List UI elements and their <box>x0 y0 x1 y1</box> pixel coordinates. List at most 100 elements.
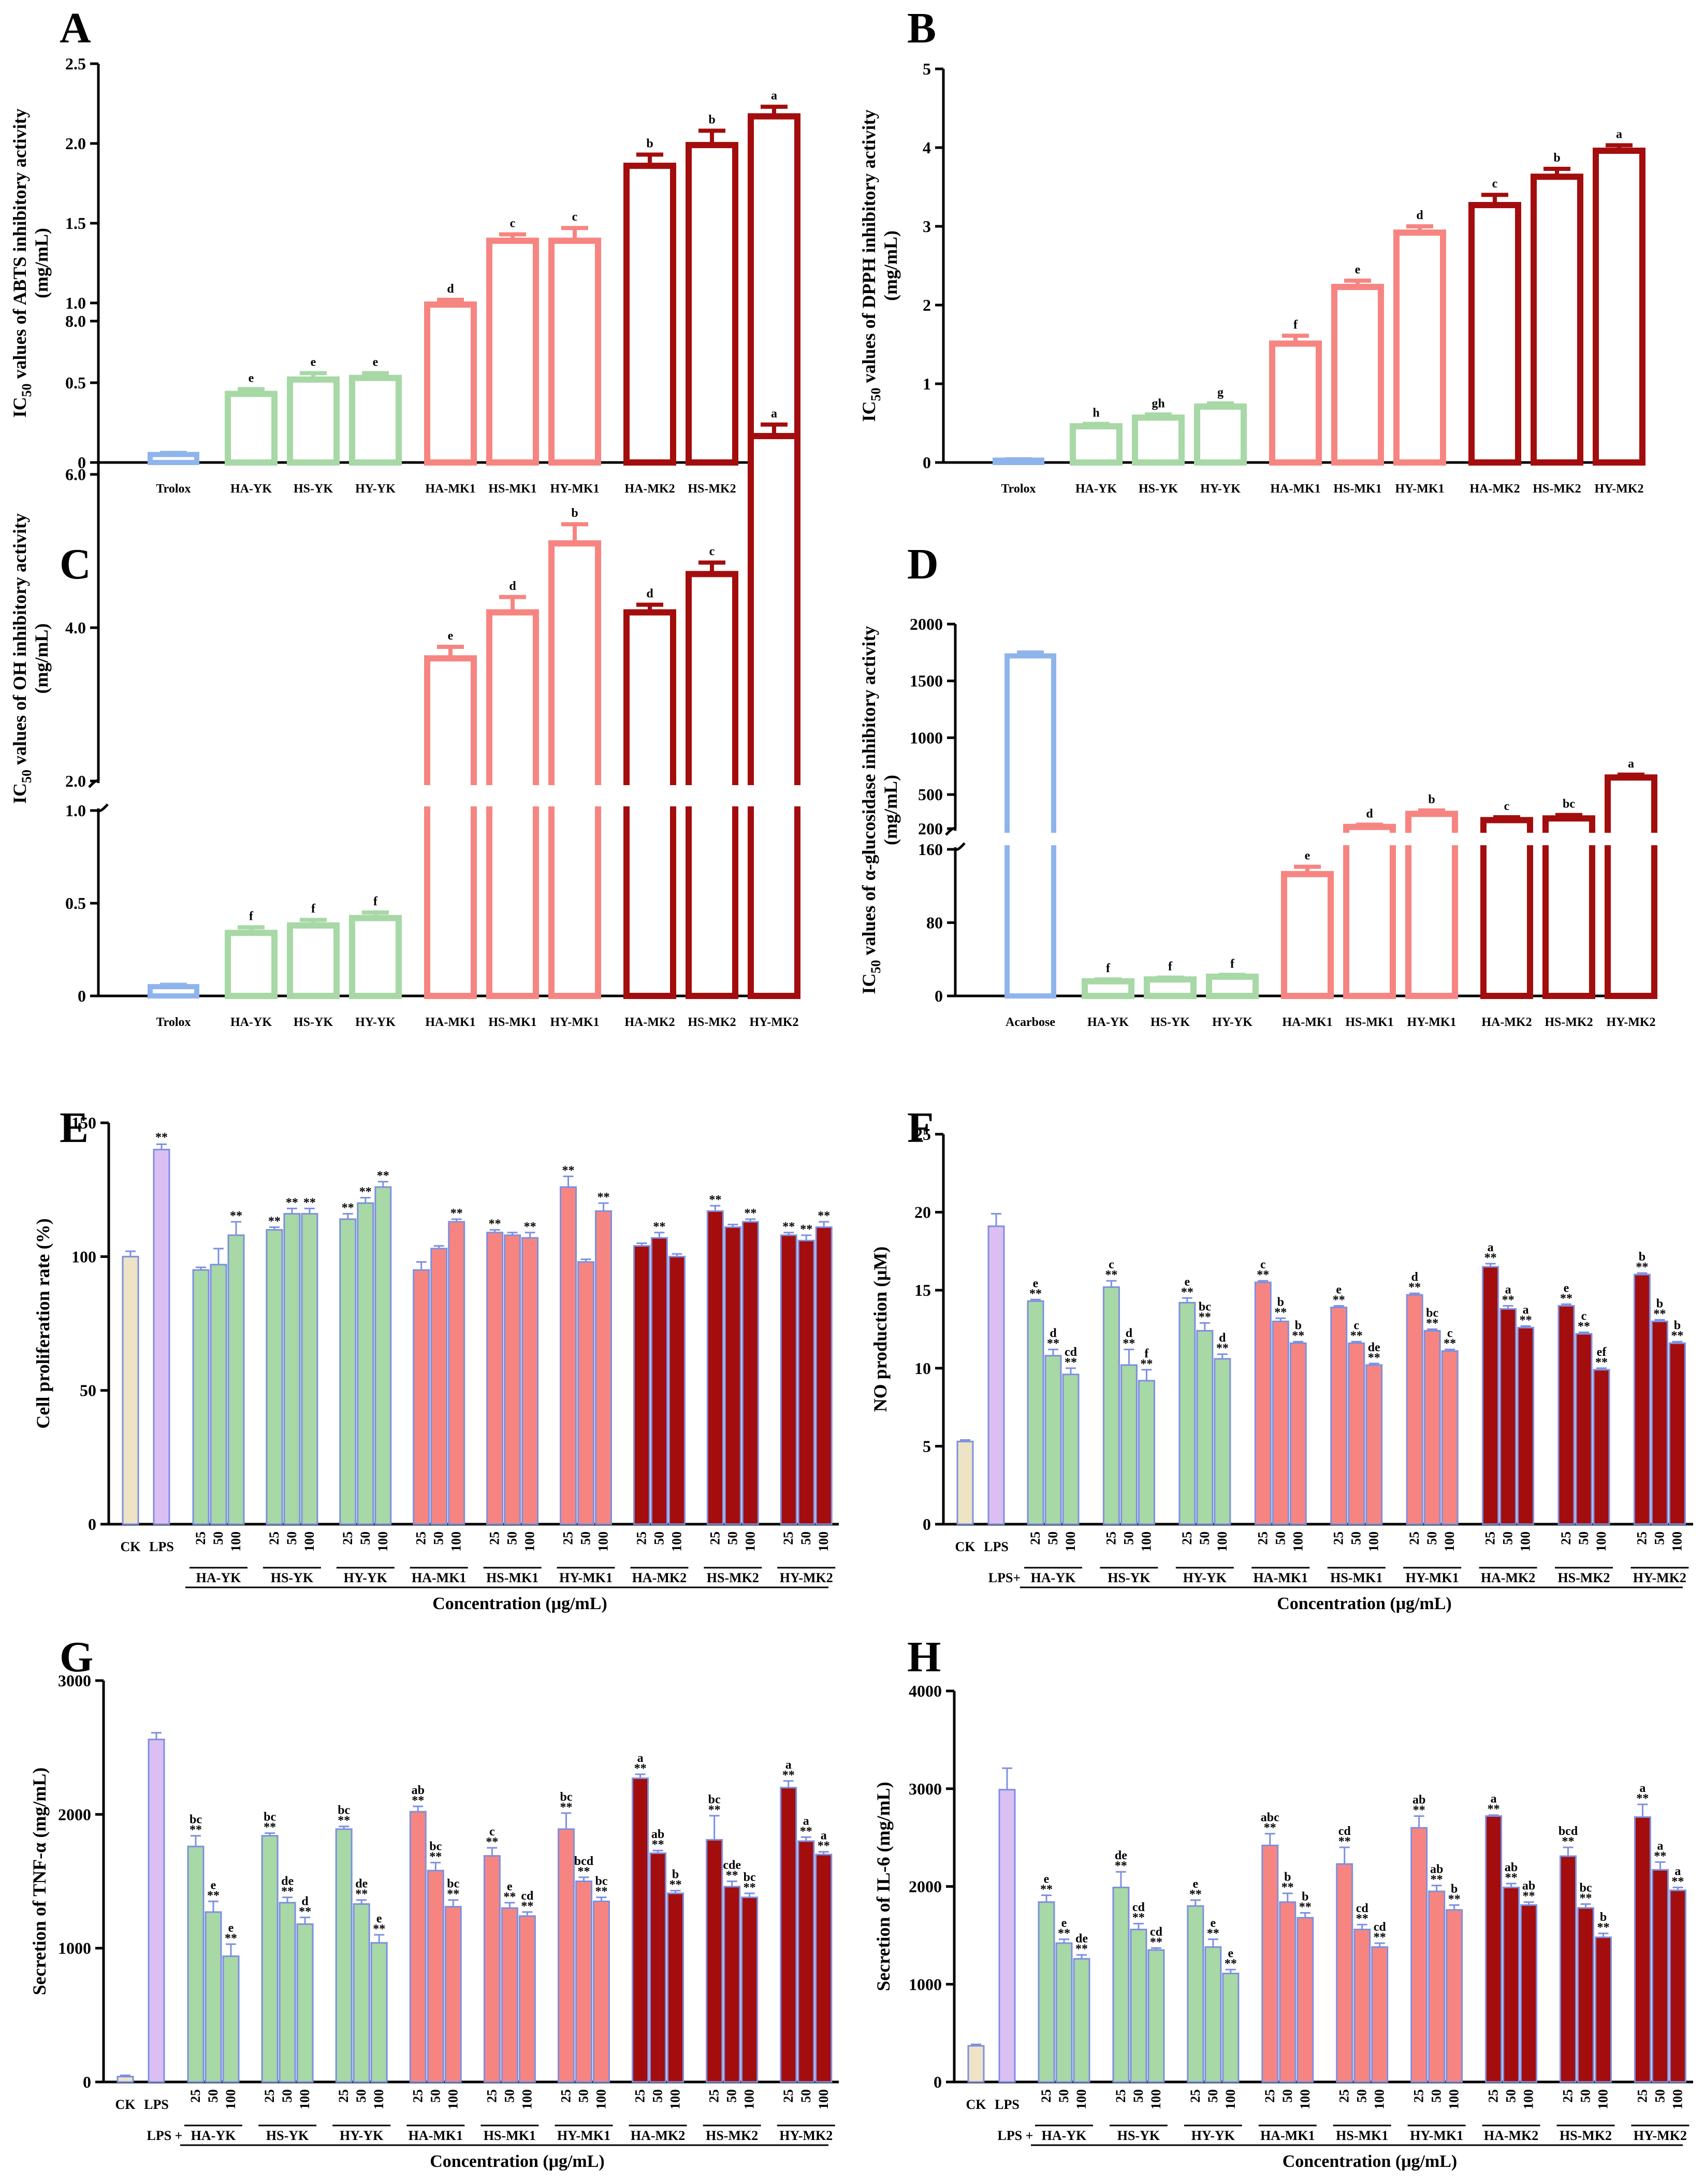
concentration-label: 50 <box>358 1531 373 1545</box>
significance-letter: bc <box>429 1840 442 1853</box>
group-label: HY-MK2 <box>1633 1570 1686 1585</box>
group-label: HS-MK2 <box>1557 1570 1610 1585</box>
bar <box>370 1942 388 2083</box>
y-axis-label: NO production (μM) <box>870 1247 891 1412</box>
concentration-label: 25 <box>707 1531 722 1545</box>
bar <box>349 374 402 466</box>
significance-letter: b <box>672 1868 679 1882</box>
significance-letter: a <box>1491 1792 1497 1806</box>
significance-letter: bc <box>190 1813 202 1827</box>
y-tick-label: 2.5 <box>65 54 86 73</box>
bar <box>353 1903 370 2083</box>
significance-letter: e <box>211 1878 216 1892</box>
significance-letter: de <box>355 1877 368 1891</box>
significance-letter: e <box>376 1912 382 1926</box>
y-tick-label: 0 <box>88 1515 96 1534</box>
significance-mark: ** <box>726 1869 738 1883</box>
control-label: CK <box>966 2097 987 2112</box>
bar <box>1330 1306 1348 1525</box>
bar-break-gap <box>683 785 740 806</box>
concentration-label: 25 <box>410 2089 425 2103</box>
significance-mark: ** <box>1075 1943 1088 1956</box>
x-category-label: HY-MK2 <box>749 1016 798 1029</box>
control-bar <box>153 1149 170 1525</box>
bar <box>1669 1889 1686 2083</box>
significance-letter: f <box>249 910 254 923</box>
bar <box>1371 1946 1389 2083</box>
significance-mark: ** <box>1413 1804 1425 1817</box>
significance-letter: a <box>1628 757 1634 771</box>
significance-letter: b <box>708 113 715 126</box>
bar <box>1668 1342 1686 1525</box>
bar <box>504 1234 521 1525</box>
significance-mark: ** <box>1654 1849 1666 1863</box>
y-tick-label: 2.0 <box>65 134 86 153</box>
significance-letter: e <box>311 356 316 369</box>
bar <box>548 237 601 466</box>
concentration-label: 50 <box>1205 2089 1220 2103</box>
concentration-label: 100 <box>669 1531 684 1552</box>
significance-letter: gh <box>1152 397 1164 410</box>
significance-letter: cd <box>521 1889 534 1903</box>
significance-letter: bc <box>264 1811 276 1824</box>
concentration-label: 25 <box>1559 1531 1574 1545</box>
significance-letter: f <box>1144 1347 1149 1361</box>
bar <box>448 1221 465 1525</box>
y-tick-label: 1000 <box>910 728 943 747</box>
bar <box>1406 1294 1423 1525</box>
significance-letter: b <box>1451 1882 1458 1896</box>
concentration-label: 50 <box>1504 2089 1519 2103</box>
bar <box>357 1202 374 1525</box>
panel-letter: E <box>60 1104 89 1152</box>
significance-mark: ** <box>489 1218 501 1231</box>
concentration-label: 25 <box>340 1531 355 1545</box>
bar-break-gap <box>1540 833 1597 845</box>
significance-mark: ** <box>1257 1268 1269 1282</box>
bar <box>1269 340 1322 466</box>
group-label: HS-MK1 <box>486 1570 538 1585</box>
x-category-label: HY-YK <box>1200 482 1241 496</box>
group-label: HS-MK1 <box>1336 2128 1388 2143</box>
y-tick-label: 1 <box>923 374 931 393</box>
concentration-label: 100 <box>1594 1531 1609 1552</box>
bar <box>548 540 601 999</box>
y-tick-label: 20 <box>914 1203 931 1222</box>
significance-letter: cd <box>1338 1825 1351 1838</box>
significance-mark: ** <box>577 1865 590 1878</box>
significance-letter: a <box>1616 127 1622 141</box>
panel-letter: C <box>60 540 91 588</box>
x-category-label: HS-MK2 <box>688 1016 736 1029</box>
group-label: HS-MK1 <box>1330 1570 1382 1585</box>
significance-letter: d <box>646 587 653 601</box>
significance-mark: ** <box>521 1900 533 1913</box>
significance-mark: ** <box>1356 1912 1368 1926</box>
significance-mark: ** <box>1058 1927 1070 1940</box>
bar <box>1468 201 1521 466</box>
concentration-label: 25 <box>1407 1531 1422 1545</box>
x-category-label: HA-MK2 <box>624 1016 675 1029</box>
significance-mark: ** <box>634 1762 647 1775</box>
y-tick-label: 500 <box>918 785 943 804</box>
significance-mark: ** <box>155 1131 168 1144</box>
concentration-label: 50 <box>1045 1531 1060 1545</box>
group-label: HY-MK2 <box>780 1570 833 1585</box>
significance-mark: ** <box>377 1169 389 1183</box>
significance-mark: ** <box>653 1220 665 1234</box>
significance-mark: ** <box>1189 1888 1202 1901</box>
concentration-label: 25 <box>1188 2089 1203 2103</box>
concentration-label: 100 <box>1372 2089 1387 2109</box>
significance-mark: ** <box>1671 1329 1683 1343</box>
bar <box>1138 1380 1155 1525</box>
significance-letter: f <box>1168 960 1173 974</box>
y-tick-label: 2 <box>923 296 931 314</box>
bar <box>1343 823 1396 1000</box>
concentration-label: 50 <box>280 2089 295 2103</box>
concentration-label: 25 <box>267 1531 282 1545</box>
axis-break-mark <box>954 842 966 851</box>
concentration-label: 25 <box>1103 1531 1118 1545</box>
ylabel-subscript: 50 <box>19 770 34 783</box>
significance-letter: f <box>1293 318 1298 331</box>
significance-mark: ** <box>486 1835 498 1849</box>
significance-mark: ** <box>429 1850 442 1863</box>
significance-letter: d <box>1050 1327 1057 1340</box>
